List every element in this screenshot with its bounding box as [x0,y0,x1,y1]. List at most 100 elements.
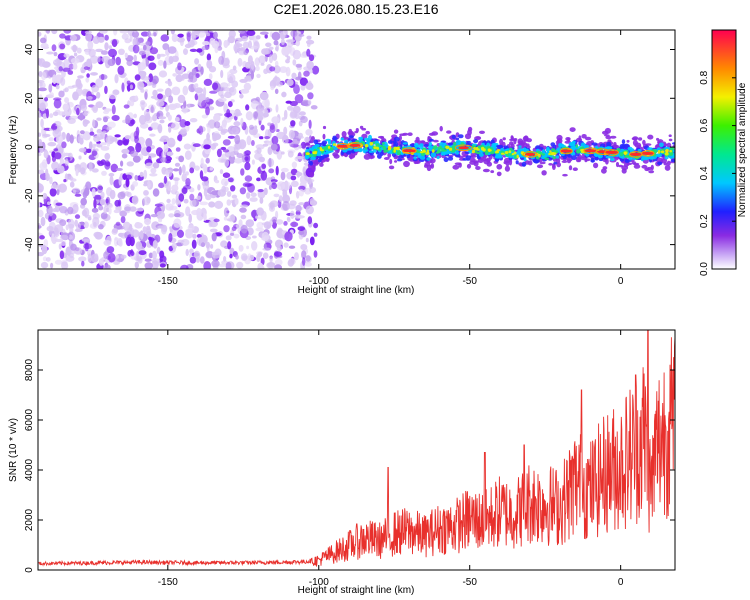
noise-speckle [188,213,192,223]
noise-speckle [124,204,132,214]
noise-speckle [77,222,81,230]
track-speckle [322,125,327,130]
track-speckle [656,137,660,141]
noise-speckle [118,232,124,237]
noise-speckle [140,100,146,105]
noise-speckle [52,111,59,117]
noise-speckle [211,260,220,268]
noise-speckle [41,61,51,68]
noise-speckle [40,261,49,269]
noise-speckle [196,195,202,200]
noise-speckle [87,40,94,50]
track-speckle [347,138,351,142]
track-speckle [495,150,499,154]
noise-speckle [152,240,158,249]
track-speckle [393,136,400,142]
y-tick-label: 6000 [24,408,35,431]
track-speckle [309,171,315,178]
noise-speckle [272,52,278,61]
track-speckle [645,143,652,146]
track-speckle [476,151,481,155]
noise-speckle [99,142,107,146]
noise-speckle [57,111,67,116]
track-speckle [407,132,413,136]
noise-speckle [179,38,184,47]
noise-speckle [83,243,93,250]
noise-speckle [74,193,82,197]
noise-speckle [157,225,166,229]
track-speckle [535,145,541,151]
track-speckle [626,139,630,143]
track-speckle [489,150,495,155]
noise-speckle [81,209,87,217]
noise-speckle [132,37,137,47]
noise-speckle [139,114,147,125]
noise-speckle [172,73,177,77]
noise-speckle [233,146,239,154]
noise-speckle [278,195,283,203]
noise-speckle [75,169,79,177]
noise-speckle [80,130,85,135]
noise-speckle [236,43,243,48]
noise-speckle [224,112,233,118]
noise-speckle [114,237,119,241]
noise-speckle [230,151,235,158]
track-speckle [458,134,464,139]
noise-speckle [298,144,302,149]
noise-speckle [91,150,98,156]
noise-speckle [114,134,121,138]
noise-speckle [95,101,104,109]
noise-speckle [54,59,61,63]
noise-speckle [49,113,54,118]
track-speckle [559,143,565,147]
x-tick-label: 0 [618,577,624,588]
noise-speckle [108,207,112,215]
noise-speckle [275,104,279,113]
noise-speckle [121,82,125,93]
noise-speckle [171,198,176,205]
noise-speckle [223,207,229,217]
noise-speckle [227,71,231,79]
noise-speckle [76,82,83,90]
track-speckle [305,147,310,150]
noise-speckle [174,213,181,218]
track-speckle [526,138,532,143]
noise-speckle [106,121,116,129]
noise-speckle [220,130,226,135]
noise-speckle [264,34,268,39]
noise-speckle [244,175,253,182]
noise-speckle [55,202,63,206]
noise-speckle [108,172,115,177]
track-speckle [403,160,410,168]
noise-speckle [56,165,65,174]
track-speckle [561,160,568,163]
noise-speckle [39,102,46,112]
noise-speckle [86,58,92,68]
noise-speckle [111,39,118,48]
noise-speckle [243,49,249,56]
track-speckle [466,163,472,169]
noise-speckle [70,57,80,64]
noise-speckle [72,189,77,195]
noise-speckle [113,209,120,214]
noise-speckle [39,81,43,87]
track-speckle [445,145,450,149]
noise-speckle [43,150,49,159]
noise-speckle [115,56,121,66]
noise-speckle [109,137,118,142]
track-speckle [585,136,592,141]
noise-speckle [254,125,258,130]
track-speckle [552,156,556,160]
noise-speckle [256,147,262,154]
noise-speckle [76,107,80,116]
noise-speckle [298,230,305,236]
track-speckle [572,167,578,171]
noise-speckle [273,65,281,74]
noise-speckle [181,104,188,114]
track-speckle [458,162,462,168]
noise-speckle [83,221,89,229]
noise-speckle [87,135,91,140]
track-hotspot-halo [641,150,655,157]
noise-speckle [152,188,160,197]
noise-speckle [225,235,232,241]
